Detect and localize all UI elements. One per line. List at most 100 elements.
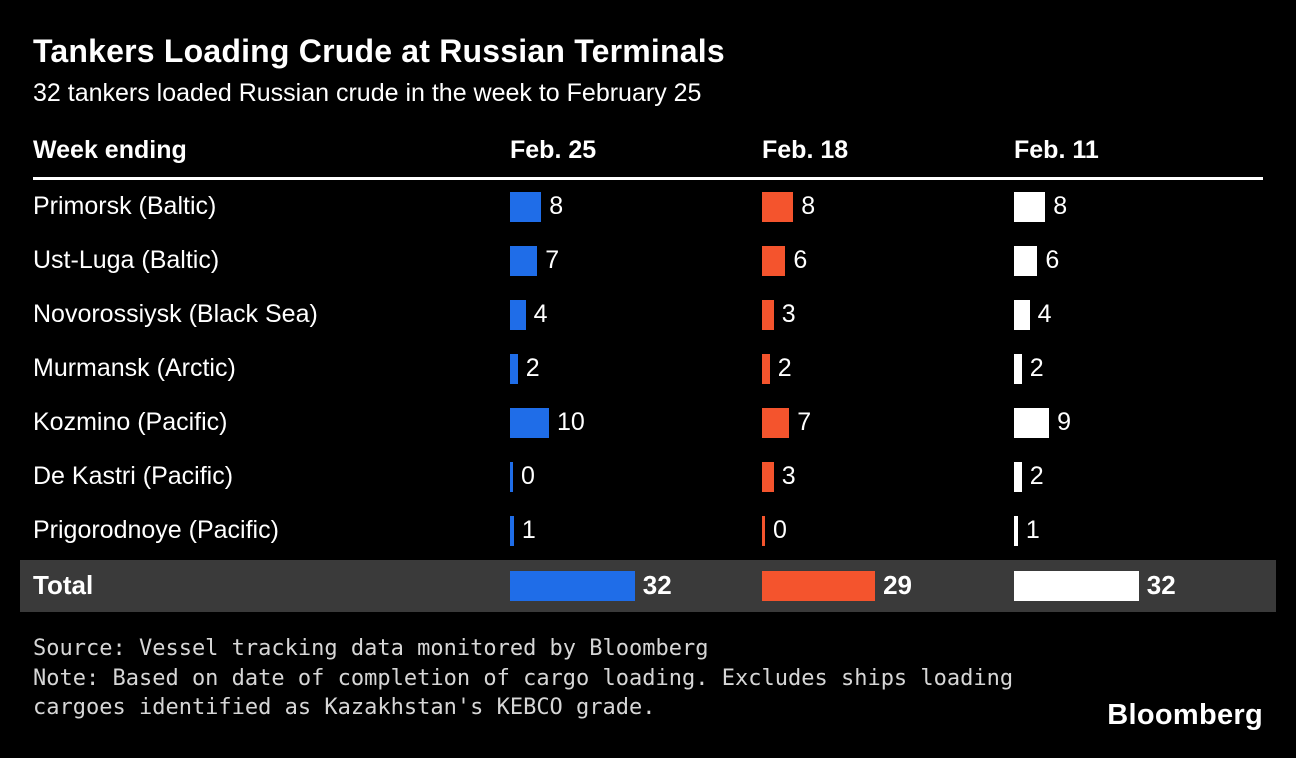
value-cell: 0: [510, 461, 762, 492]
chart-container: Tankers Loading Crude at Russian Termina…: [20, 33, 1276, 723]
column-header-week-ending: Week ending: [33, 135, 187, 164]
bar: [762, 407, 790, 438]
bar: [510, 353, 518, 384]
bar: [1014, 461, 1022, 492]
value-label: 8: [1053, 192, 1068, 221]
value-label: 7: [545, 246, 560, 275]
bar: [1014, 353, 1022, 384]
terminal-label: Primorsk (Baltic): [33, 192, 217, 221]
bar: [762, 245, 786, 276]
value-cell: 4: [1014, 299, 1263, 330]
value-cell: 29: [762, 570, 1014, 601]
value-cell: 2: [1014, 461, 1263, 492]
value-label: 9: [1057, 408, 1071, 437]
bar: [510, 515, 514, 546]
value-label: 1: [1025, 516, 1040, 545]
value-cell: 8: [762, 191, 1014, 222]
terminal-label: Ust-Luga (Baltic): [33, 246, 220, 275]
value-cell: 7: [762, 407, 1014, 438]
value-label: 3: [781, 300, 796, 329]
value-label: 4: [533, 300, 548, 329]
table-header: Week ending Feb. 25 Feb. 18 Feb. 11: [33, 136, 1263, 180]
bar: [510, 570, 635, 601]
value-cell: 8: [510, 191, 762, 222]
value-cell: 32: [510, 570, 762, 601]
value-label: 6: [793, 246, 808, 275]
value-label: 10: [557, 408, 585, 437]
value-cell: 3: [762, 299, 1014, 330]
table-rows: Primorsk (Baltic) 8 8 8 Ust-Luga (Baltic) 7 6 6…: [33, 180, 1263, 558]
table-row: Novorossiysk (Black Sea) 4 3 4: [33, 288, 1263, 342]
value-label: 1: [521, 516, 536, 545]
column-header-feb-11: Feb. 11: [1014, 135, 1099, 164]
value-label: 2: [1029, 462, 1044, 491]
value-label: 2: [777, 354, 792, 383]
table-row: De Kastri (Pacific) 0 3 2: [33, 450, 1263, 504]
value-label: 32: [1146, 570, 1176, 601]
table-row: Kozmino (Pacific) 10 7 9: [33, 396, 1263, 450]
value-cell: 7: [510, 245, 762, 276]
bar: [762, 299, 774, 330]
bar: [1014, 407, 1050, 438]
terminal-label: Kozmino (Pacific): [33, 408, 228, 437]
value-cell: 3: [762, 461, 1014, 492]
value-cell: 32: [1014, 570, 1263, 601]
value-label: 0: [773, 516, 787, 545]
bar: [1014, 245, 1038, 276]
bar: [510, 461, 513, 492]
value-label: 8: [549, 192, 564, 221]
bar: [510, 245, 538, 276]
value-cell: 6: [1014, 245, 1263, 276]
total-label: Total: [33, 570, 94, 601]
value-cell: 8: [1014, 191, 1263, 222]
column-header-feb-18: Feb. 18: [762, 135, 849, 164]
bar: [762, 515, 765, 546]
bar: [762, 461, 774, 492]
value-label: 2: [525, 354, 540, 383]
value-label: 3: [781, 462, 796, 491]
table-row: Ust-Luga (Baltic) 7 6 6: [33, 234, 1263, 288]
value-cell: 9: [1014, 407, 1263, 438]
terminal-label: De Kastri (Pacific): [33, 462, 234, 491]
value-cell: 2: [1014, 353, 1263, 384]
column-header-feb-25: Feb. 25: [510, 135, 597, 164]
chart-title: Tankers Loading Crude at Russian Termina…: [33, 33, 725, 69]
bar: [510, 407, 549, 438]
bar: [762, 353, 770, 384]
value-label: 4: [1037, 300, 1052, 329]
note-line-1: Note: Based on date of completion of car…: [33, 665, 1014, 691]
bar: [1014, 191, 1046, 222]
bar: [762, 570, 876, 601]
value-label: 32: [642, 570, 672, 601]
value-label: 0: [521, 462, 535, 491]
value-label: 29: [883, 570, 913, 601]
value-label: 2: [1029, 354, 1044, 383]
bar: [510, 191, 542, 222]
table-row: Prigorodnoye (Pacific) 1 0 1: [33, 504, 1263, 558]
value-label: 6: [1045, 246, 1060, 275]
value-cell: 0: [762, 515, 1014, 546]
terminal-label: Prigorodnoye (Pacific): [33, 516, 279, 545]
value-label: 8: [801, 192, 816, 221]
bar: [762, 191, 794, 222]
value-cell: 4: [510, 299, 762, 330]
value-label: 7: [797, 408, 812, 437]
bloomberg-logo: Bloomberg: [1107, 699, 1263, 731]
chart-subtitle: 32 tankers loaded Russian crude in the w…: [33, 79, 702, 108]
footer: Source: Vessel tracking data monitored b…: [33, 634, 1263, 723]
bar: [1014, 299, 1030, 330]
source-line: Source: Vessel tracking data monitored b…: [33, 635, 709, 661]
value-cell: 6: [762, 245, 1014, 276]
value-cell: 2: [762, 353, 1014, 384]
value-cell: 1: [1014, 515, 1263, 546]
terminal-label: Murmansk (Arctic): [33, 354, 236, 383]
table-row: Primorsk (Baltic) 8 8 8: [33, 180, 1263, 234]
terminal-label: Novorossiysk (Black Sea): [33, 300, 318, 329]
value-cell: 1: [510, 515, 762, 546]
note-line-2: cargoes identified as Kazakhstan's KEBCO…: [33, 695, 656, 721]
total-row: Total 32 29 32: [20, 559, 1276, 612]
value-cell: 2: [510, 353, 762, 384]
table-row: Murmansk (Arctic) 2 2 2: [33, 342, 1263, 396]
bar: [1014, 515, 1018, 546]
bar: [510, 299, 526, 330]
